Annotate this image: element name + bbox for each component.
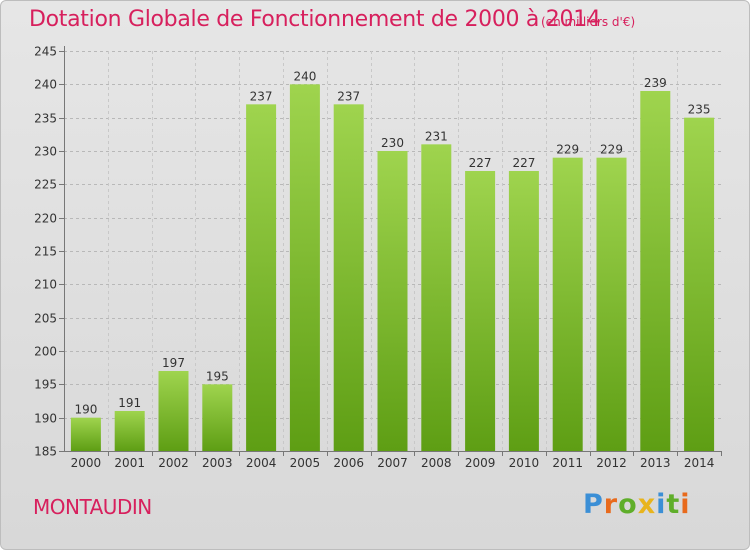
y-tick-label: 240 — [34, 78, 57, 92]
commune-name: MONTAUDIN — [33, 495, 152, 519]
data-label-2012: 229 — [600, 143, 623, 157]
bar-2011 — [552, 157, 583, 451]
chart-title: Dotation Globale de Fonctionnement de 20… — [29, 7, 601, 32]
data-label-2011: 229 — [556, 143, 579, 157]
y-tick-label: 225 — [34, 178, 57, 192]
logo-letter: i — [656, 489, 667, 520]
bar-2014 — [684, 117, 715, 452]
bar-2009 — [465, 171, 496, 451]
data-label-2001: 191 — [118, 396, 141, 410]
x-tick-label-2006: 2006 — [333, 456, 364, 470]
data-label-2009: 227 — [469, 156, 492, 170]
y-tick-label: 235 — [34, 112, 57, 126]
x-tick-label-2003: 2003 — [202, 456, 233, 470]
x-tick-label-2014: 2014 — [684, 456, 715, 470]
logo-letter: i — [680, 489, 691, 520]
data-labels: 190 191 197 195 237 240 237 230 231 227 227 229 229 2… — [74, 69, 710, 416]
logo-letter: o — [618, 489, 638, 520]
y-tick-label: 190 — [34, 412, 57, 426]
data-label-2013: 239 — [644, 76, 667, 90]
x-tick-label-2010: 2010 — [509, 456, 540, 470]
data-label-2005: 240 — [293, 69, 316, 83]
bar-2001 — [114, 411, 145, 451]
bar-2006 — [333, 104, 364, 451]
x-tick-label-2000: 2000 — [71, 456, 102, 470]
x-tick-label-2004: 2004 — [246, 456, 277, 470]
y-tick-label: 205 — [34, 312, 57, 326]
x-tick-label-2005: 2005 — [290, 456, 321, 470]
unit-label: (en milliers d'€) — [541, 15, 636, 29]
data-label-2003: 195 — [206, 369, 229, 383]
y-tick-label: 215 — [34, 245, 57, 259]
data-label-2002: 197 — [162, 356, 185, 370]
bar-2005 — [289, 84, 320, 451]
x-tick-label-2011: 2011 — [552, 456, 583, 470]
y-tick-label: 185 — [34, 445, 57, 459]
data-label-2007: 230 — [381, 136, 404, 150]
x-tick-label-2007: 2007 — [377, 456, 408, 470]
bar-2007 — [377, 151, 408, 451]
x-tick-label-2012: 2012 — [596, 456, 627, 470]
bar-2008 — [421, 144, 452, 452]
bars — [70, 84, 715, 452]
data-label-2010: 227 — [512, 156, 535, 170]
logo-letter: t — [666, 489, 681, 520]
logo-letter: r — [603, 489, 619, 520]
x-tick-label-2013: 2013 — [640, 456, 671, 470]
data-label-2008: 231 — [425, 129, 448, 143]
axes: 185 190 195 200 205 210 215 220 225 230 235 240 245 2… — [34, 45, 722, 470]
x-tick-label-2002: 2002 — [158, 456, 189, 470]
bar-2002 — [158, 371, 189, 451]
bar-2003 — [202, 384, 233, 451]
data-label-2006: 237 — [337, 89, 360, 103]
bar-2013 — [640, 91, 671, 451]
bar-2012 — [596, 157, 627, 451]
x-tick-label-2009: 2009 — [465, 456, 496, 470]
data-label-2004: 237 — [250, 89, 273, 103]
bar-2004 — [246, 104, 277, 451]
y-tick-label: 200 — [34, 345, 57, 359]
y-tick-label: 230 — [34, 145, 57, 159]
data-label-2014: 235 — [688, 103, 711, 117]
y-tick-label: 195 — [34, 378, 57, 392]
y-tick-label: 245 — [34, 45, 57, 59]
x-tick-label-2008: 2008 — [421, 456, 452, 470]
y-tick-label: 210 — [34, 278, 57, 292]
proxiti-logo[interactable]: Proxiti — [583, 489, 691, 520]
y-tick-label: 220 — [34, 212, 57, 226]
logo-letter: P — [583, 489, 604, 520]
bar-2000 — [70, 417, 101, 451]
bar-2010 — [508, 171, 539, 451]
data-label-2000: 190 — [74, 403, 97, 417]
logo-letter: x — [637, 489, 657, 520]
x-tick-label-2001: 2001 — [114, 456, 145, 470]
